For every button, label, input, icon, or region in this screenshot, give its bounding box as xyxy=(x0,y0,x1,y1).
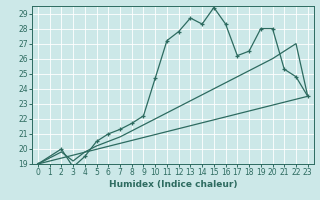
X-axis label: Humidex (Indice chaleur): Humidex (Indice chaleur) xyxy=(108,180,237,189)
